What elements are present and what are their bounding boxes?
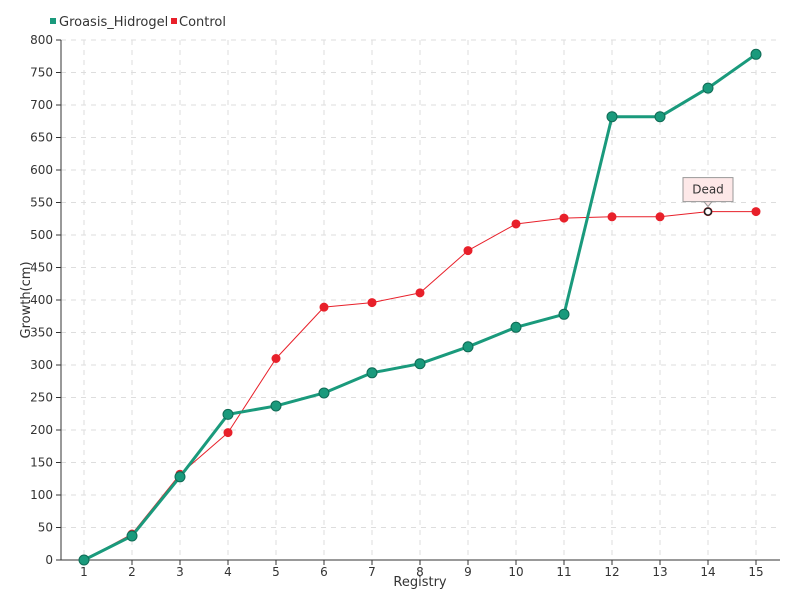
y-tick-label: 150	[30, 456, 53, 470]
x-tick-label: 2	[128, 565, 136, 579]
data-point-groasis-hidrogel[interactable]	[558, 308, 570, 320]
data-point-groasis-hidrogel[interactable]	[126, 530, 138, 542]
x-tick-label: 8	[416, 565, 424, 579]
data-point-control[interactable]	[607, 212, 617, 222]
data-point-control[interactable]	[319, 302, 329, 312]
data-point-control[interactable]	[367, 298, 377, 308]
annotation-layer: Dead	[682, 177, 734, 216]
x-tick-label: 13	[652, 565, 667, 579]
x-axis-label: Registry	[393, 575, 447, 590]
annotation-label: Dead	[692, 183, 724, 197]
y-tick-label: 600	[30, 163, 53, 177]
x-tick-label: 14	[700, 565, 715, 579]
data-point-groasis-hidrogel[interactable]	[222, 408, 234, 420]
data-point-groasis-hidrogel[interactable]	[414, 358, 426, 370]
x-tick-label: 9	[464, 565, 472, 579]
x-tick-label: 7	[368, 565, 376, 579]
data-point-control[interactable]	[655, 212, 665, 222]
data-point-groasis-hidrogel[interactable]	[366, 367, 378, 379]
x-tick-label: 5	[272, 565, 280, 579]
data-point-control[interactable]	[751, 207, 761, 217]
y-axis-label: Growth(cm)	[19, 261, 34, 338]
legend-label-control[interactable]: Control	[179, 15, 226, 30]
y-tick-label: 450	[30, 261, 53, 275]
data-point-groasis-hidrogel[interactable]	[462, 341, 474, 353]
y-tick-label: 800	[30, 33, 53, 47]
data-point-control[interactable]	[271, 354, 281, 363]
data-point-control[interactable]	[223, 428, 233, 438]
y-tick-label: 100	[30, 488, 53, 502]
y-tick-label: 50	[38, 521, 53, 535]
data-point-groasis-hidrogel[interactable]	[318, 387, 330, 399]
annotation-pointer	[702, 201, 714, 208]
data-point-groasis-hidrogel[interactable]	[750, 48, 762, 60]
x-tick-label: 4	[224, 565, 232, 579]
data-point-groasis-hidrogel[interactable]	[78, 554, 90, 566]
data-point-groasis-hidrogel[interactable]	[606, 111, 618, 123]
y-tick-label: 250	[30, 391, 53, 405]
series-groasis-hidrogel	[78, 48, 762, 566]
x-tick-label: 10	[508, 565, 523, 579]
data-point-control[interactable]	[463, 246, 473, 256]
y-tick-label: 500	[30, 228, 53, 242]
series-layer	[78, 48, 762, 566]
data-point-control[interactable]	[511, 219, 521, 229]
legend: Groasis_Hidrogel Control	[50, 15, 226, 30]
legend-label-groasis-hidrogel[interactable]: Groasis_Hidrogel	[59, 15, 168, 30]
y-tick-label: 700	[30, 98, 53, 112]
data-point-groasis-hidrogel[interactable]	[510, 321, 522, 333]
axes: 0 50 100 150 200 250 300 350 400 450 500 550 600 650 7…	[30, 33, 780, 579]
grid	[61, 39, 780, 560]
y-tick-label: 550	[30, 196, 53, 210]
x-tick-label: 12	[604, 565, 619, 579]
annotation-marker	[703, 207, 713, 216]
x-tick-label: 15	[748, 565, 763, 579]
data-point-groasis-hidrogel[interactable]	[654, 111, 666, 123]
data-point-control[interactable]	[415, 288, 425, 298]
data-point-control[interactable]	[559, 213, 569, 223]
y-tick-label: 400	[30, 293, 53, 307]
data-point-groasis-hidrogel[interactable]	[270, 400, 282, 412]
x-tick-label: 11	[556, 565, 571, 579]
y-tick-label: 0	[45, 553, 53, 567]
x-tick-label: 6	[320, 565, 328, 579]
data-point-groasis-hidrogel[interactable]	[174, 471, 186, 483]
y-tick-label: 300	[30, 358, 53, 372]
legend-marker-control[interactable]	[171, 18, 177, 24]
y-tick-label: 350	[30, 326, 53, 340]
data-point-groasis-hidrogel[interactable]	[702, 82, 714, 94]
x-tick-label: 1	[80, 565, 88, 579]
y-tick-label: 650	[30, 131, 53, 145]
x-tick-label: 3	[176, 565, 184, 579]
y-tick-label: 750	[30, 66, 53, 80]
legend-marker-groasis-hidrogel[interactable]	[50, 18, 56, 24]
y-tick-label: 200	[30, 423, 53, 437]
